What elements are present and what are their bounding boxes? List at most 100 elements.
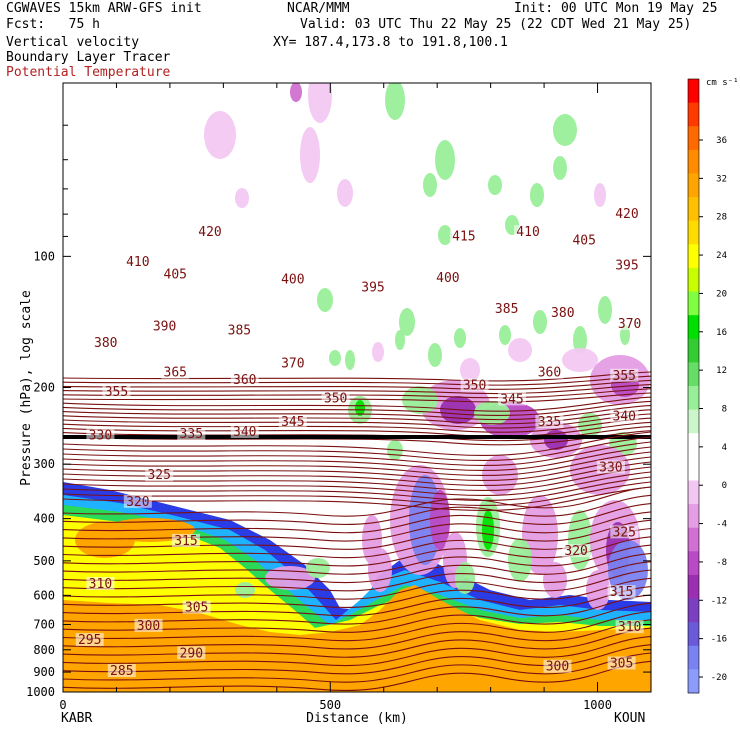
- y-tick-label: 800: [33, 643, 55, 657]
- y-tick-label: 1000: [26, 685, 55, 699]
- colorbar-swatch: [688, 386, 699, 411]
- colorbar-swatch: [688, 315, 699, 340]
- vv-blob: [317, 288, 333, 312]
- theta-label-bg: [123, 254, 152, 268]
- colorbar-swatch: [688, 527, 699, 552]
- theta-contour: [63, 569, 651, 600]
- vv-blob: [488, 175, 502, 195]
- colorbar-swatch: [688, 291, 699, 316]
- theta-label: 310: [89, 577, 112, 592]
- theta-contour: [63, 586, 651, 617]
- theta-label: 410: [516, 225, 539, 240]
- y-tick-label: 500: [33, 554, 55, 568]
- vv-blob: [438, 225, 452, 245]
- theta-contour: [63, 627, 651, 658]
- theta-label-bg: [86, 428, 115, 442]
- theta-label: 300: [137, 619, 160, 634]
- vv-blob: [573, 326, 587, 354]
- theta-label-bg: [498, 392, 527, 406]
- theta-contour: [63, 405, 651, 421]
- theta-label-bg: [543, 659, 572, 673]
- theta-label-bg: [514, 225, 543, 239]
- x-tick-label: 1000: [583, 698, 612, 712]
- colorbar-swatch: [688, 338, 699, 363]
- vv-blob: [395, 330, 405, 350]
- theta-label: 315: [610, 585, 633, 600]
- theta-contour: [63, 486, 651, 512]
- theta-contour: [63, 379, 651, 390]
- theta-contour: [63, 400, 651, 416]
- theta-label-bg: [230, 424, 259, 438]
- theta-contour: [63, 446, 651, 472]
- theta-label: 290: [180, 646, 203, 661]
- theta-contour: [63, 486, 651, 517]
- theta-contour: [63, 619, 651, 650]
- theta-label-bg: [460, 378, 489, 392]
- vv-blob: [533, 310, 547, 334]
- vv-blob: [337, 179, 353, 207]
- theta-label: 320: [564, 544, 587, 559]
- theta-label-bg: [134, 618, 163, 632]
- org-label: NCAR/MMM: [287, 1, 350, 16]
- theta-label-bg: [278, 414, 307, 428]
- theta-label-bg: [225, 323, 254, 337]
- theta-label: 295: [78, 633, 101, 648]
- theta-contour: [63, 577, 651, 608]
- y-tick-label: 100: [33, 249, 55, 263]
- theta-label-bg: [123, 494, 152, 508]
- colorbar-label: 8: [722, 405, 727, 415]
- forecast-hour: Fcst: 75 h: [6, 17, 100, 32]
- x-tick-label: 0: [59, 698, 66, 712]
- theta-contour: [63, 466, 651, 492]
- theta-contour: [63, 396, 651, 412]
- colorbar-label: -8: [716, 558, 727, 568]
- model-title: CGWAVES 15km ARW-GFS init: [6, 1, 202, 16]
- theta-label: 305: [185, 601, 208, 616]
- theta-label: 330: [599, 460, 622, 475]
- theta-label: 365: [164, 366, 187, 381]
- theta-contour: [63, 660, 651, 691]
- vv-blob: [455, 562, 475, 594]
- theta-label-bg: [161, 267, 190, 281]
- theta-contour: [63, 644, 651, 675]
- colorbar-swatch: [688, 244, 699, 269]
- theta-label-bg: [150, 319, 179, 333]
- colorbar-label: 32: [716, 174, 727, 184]
- theta-label-bg: [615, 317, 644, 331]
- theta-contour: [63, 384, 651, 395]
- colorbar-swatch: [688, 362, 699, 387]
- theta-label: 405: [164, 267, 187, 282]
- theta-label-bg: [278, 272, 307, 286]
- theta-label: 360: [538, 366, 561, 381]
- theta-contour: [63, 494, 651, 525]
- theta-contour: [63, 652, 651, 683]
- theta-label: 360: [233, 373, 256, 388]
- vv-blob: [308, 83, 332, 123]
- colorbar-label: 12: [716, 366, 727, 376]
- theta-label: 350: [324, 392, 347, 407]
- colorbar-swatch: [688, 102, 699, 127]
- x-axis-label: Distance (km): [306, 711, 408, 726]
- theta-label: 355: [105, 385, 128, 400]
- theta-label: 385: [495, 302, 518, 317]
- theta-contour: [63, 441, 651, 467]
- theta-contour: [63, 635, 651, 667]
- theta-label-bg: [177, 427, 206, 441]
- theta-label: 370: [281, 356, 304, 371]
- theta-contour: [63, 602, 651, 633]
- theta-label: 390: [153, 320, 176, 335]
- theta-label: 405: [572, 234, 595, 249]
- theta-label-bg: [562, 544, 591, 558]
- theta-label-bg: [535, 414, 564, 428]
- vv-blob: [235, 188, 249, 208]
- y-tick-label: 900: [33, 665, 55, 679]
- vv-blob: [428, 343, 442, 367]
- colorbar-swatch: [688, 574, 699, 599]
- theta-contour: [63, 610, 651, 642]
- colorbar-swatch: [688, 480, 699, 505]
- theta-label: 385: [228, 324, 251, 339]
- vv-blob: [345, 350, 355, 370]
- theta-label-bg: [607, 585, 636, 599]
- theta-contour: [63, 417, 651, 433]
- theta-label: 285: [110, 664, 133, 679]
